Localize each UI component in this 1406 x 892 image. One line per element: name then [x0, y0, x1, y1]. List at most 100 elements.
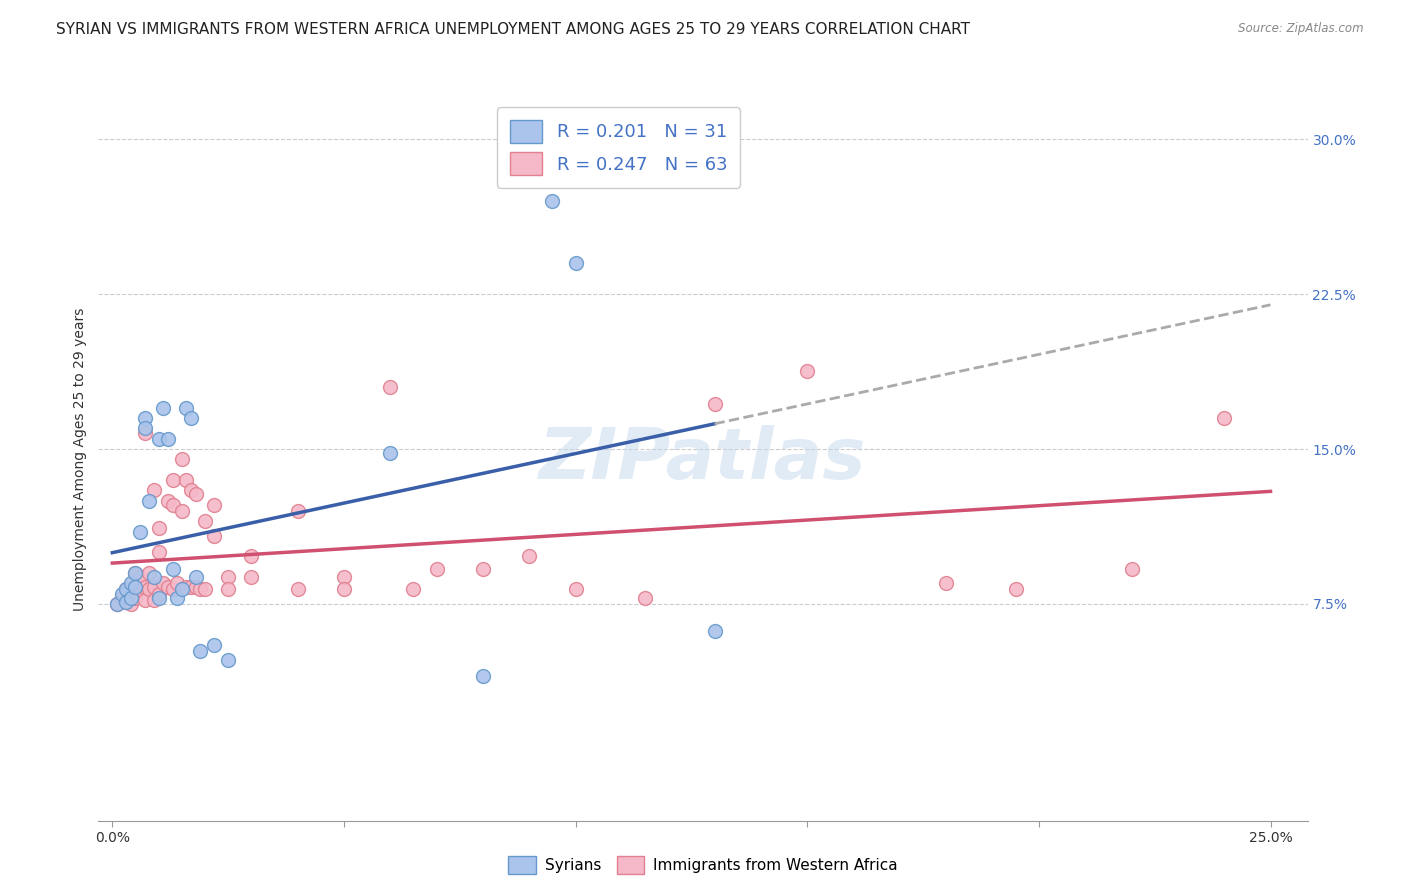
Point: [162, 473, 184, 487]
Point: [143, 570, 166, 584]
Point: [176, 580, 198, 594]
Point: [138, 493, 160, 508]
Point: [217, 652, 239, 666]
Point: [1213, 411, 1236, 425]
Point: [564, 582, 586, 597]
Legend: Syrians, Immigrants from Western Africa: Syrians, Immigrants from Western Africa: [502, 850, 904, 880]
Point: [129, 570, 152, 584]
Point: [796, 363, 818, 377]
Point: [143, 580, 166, 594]
Point: [166, 576, 188, 591]
Point: [170, 504, 193, 518]
Point: [134, 421, 156, 435]
Point: [110, 591, 132, 605]
Point: [287, 504, 309, 518]
Point: [166, 591, 188, 605]
Point: [194, 514, 217, 528]
Point: [240, 549, 263, 564]
Point: [202, 529, 225, 543]
Point: [124, 591, 146, 605]
Point: [184, 580, 207, 594]
Point: [124, 566, 146, 580]
Point: [120, 597, 142, 611]
Point: [115, 582, 138, 597]
Point: [402, 582, 425, 597]
Point: [124, 566, 146, 580]
Point: [134, 592, 156, 607]
Point: [148, 586, 170, 600]
Point: [471, 562, 494, 576]
Point: [333, 570, 356, 584]
Point: [134, 580, 156, 594]
Point: [156, 493, 179, 508]
Point: [162, 498, 184, 512]
Point: [138, 566, 160, 580]
Point: [138, 582, 160, 597]
Point: [162, 582, 184, 597]
Point: [1004, 582, 1026, 597]
Point: [143, 483, 166, 498]
Point: [120, 576, 142, 591]
Point: [180, 483, 202, 498]
Point: [156, 432, 179, 446]
Point: [148, 432, 170, 446]
Legend: R = 0.201   N = 31, R = 0.247   N = 63: R = 0.201 N = 31, R = 0.247 N = 63: [496, 107, 740, 188]
Point: [333, 582, 356, 597]
Point: [115, 582, 138, 597]
Point: [240, 570, 263, 584]
Point: [217, 570, 239, 584]
Point: [184, 487, 207, 501]
Text: ZIPatlas: ZIPatlas: [540, 425, 866, 494]
Point: [170, 452, 193, 467]
Point: [287, 582, 309, 597]
Point: [162, 562, 184, 576]
Point: [152, 576, 174, 591]
Point: [176, 401, 198, 415]
Point: [148, 520, 170, 534]
Point: [564, 256, 586, 270]
Point: [105, 597, 128, 611]
Point: [143, 592, 166, 607]
Point: [124, 580, 146, 594]
Point: [115, 595, 138, 609]
Point: [202, 638, 225, 652]
Point: [471, 669, 494, 683]
Point: [129, 582, 152, 597]
Point: [180, 411, 202, 425]
Point: [703, 397, 725, 411]
Point: [380, 380, 402, 394]
Point: [176, 473, 198, 487]
Point: [517, 549, 540, 564]
Point: [380, 446, 402, 460]
Point: [194, 582, 217, 597]
Point: [134, 411, 156, 425]
Point: [156, 580, 179, 594]
Point: [134, 425, 156, 440]
Point: [634, 591, 657, 605]
Point: [188, 644, 211, 658]
Point: [184, 570, 207, 584]
Point: [935, 576, 957, 591]
Point: [105, 597, 128, 611]
Point: [120, 591, 142, 605]
Point: [170, 582, 193, 597]
Point: [129, 524, 152, 539]
Text: Source: ZipAtlas.com: Source: ZipAtlas.com: [1239, 22, 1364, 36]
Point: [217, 582, 239, 597]
Point: [703, 624, 725, 638]
Point: [120, 586, 142, 600]
Point: [541, 194, 564, 209]
Point: [202, 498, 225, 512]
Point: [148, 591, 170, 605]
Point: [148, 545, 170, 559]
Point: [180, 580, 202, 594]
Point: [124, 580, 146, 594]
Point: [188, 582, 211, 597]
Point: [1121, 562, 1143, 576]
Point: [110, 586, 132, 600]
Y-axis label: Unemployment Among Ages 25 to 29 years: Unemployment Among Ages 25 to 29 years: [73, 308, 87, 611]
Point: [426, 562, 449, 576]
Text: SYRIAN VS IMMIGRANTS FROM WESTERN AFRICA UNEMPLOYMENT AMONG AGES 25 TO 29 YEARS : SYRIAN VS IMMIGRANTS FROM WESTERN AFRICA…: [56, 22, 970, 37]
Point: [115, 595, 138, 609]
Point: [152, 401, 174, 415]
